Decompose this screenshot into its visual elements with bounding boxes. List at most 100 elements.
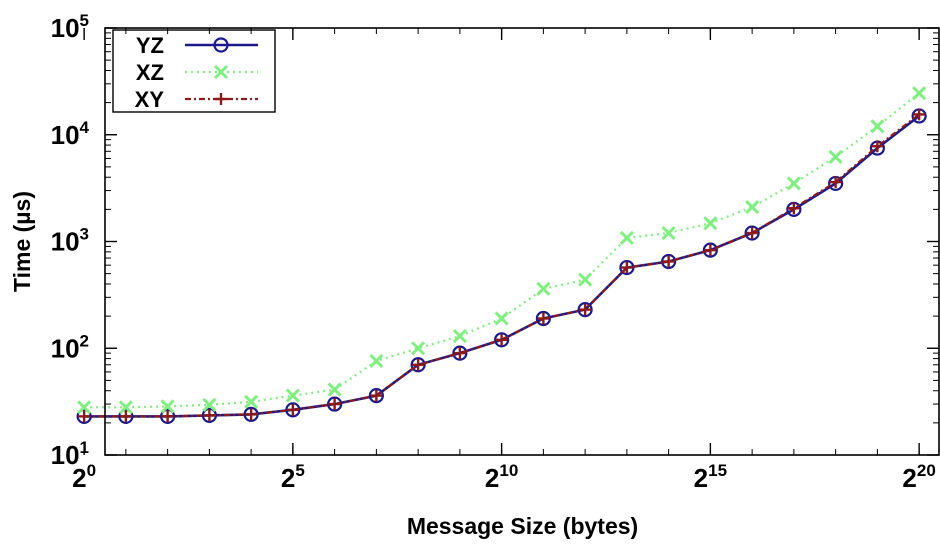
plus-marker	[620, 261, 633, 274]
x-marker	[77, 400, 92, 415]
x-marker	[285, 388, 300, 403]
plus-marker	[161, 410, 174, 423]
plus-marker	[203, 409, 216, 422]
legend-label-yz: YZ	[136, 33, 164, 58]
x-marker	[828, 149, 843, 164]
x-marker	[369, 353, 384, 369]
circle-marker	[577, 302, 593, 318]
plus-marker	[495, 333, 508, 346]
circle-marker	[744, 225, 760, 241]
circle-marker	[213, 37, 229, 53]
series-yz	[76, 108, 927, 424]
x-marker	[912, 86, 927, 101]
x-marker-stroke	[202, 397, 217, 412]
plus-marker	[119, 410, 132, 423]
circle-marker	[160, 408, 176, 424]
y-tick-label: 102	[51, 331, 89, 363]
legend-label-xz: XZ	[136, 60, 164, 85]
plus-marker	[215, 93, 227, 105]
y-tick-label: 103	[51, 225, 89, 257]
x-marker	[327, 382, 342, 397]
x-marker-stroke	[369, 353, 384, 369]
x-marker-stroke	[786, 176, 801, 191]
legend-box	[112, 29, 276, 113]
x-marker-stroke	[661, 225, 676, 241]
x-marker	[578, 272, 593, 287]
x-marker-stroke	[213, 64, 229, 80]
x-marker-stroke	[118, 400, 133, 415]
x-marker	[160, 399, 175, 414]
x-marker	[745, 200, 760, 215]
x-tick-label: 220	[902, 461, 935, 493]
x-marker	[213, 64, 229, 80]
plus-marker	[78, 410, 91, 423]
x-marker	[703, 216, 718, 231]
series-line-xz	[84, 92, 920, 409]
plus-marker	[913, 108, 926, 121]
x-marker-stroke	[536, 281, 551, 296]
circle-marker	[76, 408, 92, 424]
y-tick-label: 104	[51, 118, 90, 150]
y-axis-title-prefix: Time (	[9, 224, 35, 292]
plus-marker	[787, 202, 800, 215]
x-marker-stroke	[619, 230, 634, 245]
circle-marker	[535, 310, 551, 327]
x-marker-stroke	[327, 382, 342, 397]
x-marker	[411, 341, 426, 356]
y-tick-label: 105	[51, 11, 89, 43]
x-marker-stroke	[244, 394, 259, 409]
circle-marker	[368, 388, 384, 404]
x-axis-ticks: 20 25 210 215 220	[72, 28, 936, 493]
circle-marker	[327, 396, 343, 412]
x-marker	[786, 176, 801, 191]
plus-marker	[746, 227, 759, 240]
series-xz	[77, 86, 927, 415]
series-line-yz	[84, 114, 920, 418]
y-axis-ticks: 101102103104105	[51, 11, 939, 470]
plus-marker	[829, 176, 842, 189]
x-marker-stroke	[703, 216, 718, 231]
plus-marker	[662, 255, 675, 268]
plus-marker	[704, 244, 717, 257]
x-marker	[870, 119, 885, 134]
x-marker-stroke	[912, 86, 927, 101]
x-axis-title: Message Size (bytes)	[407, 513, 638, 539]
x-marker-stroke	[285, 388, 300, 403]
x-marker	[202, 397, 217, 412]
legend-label-xy: XY	[135, 87, 165, 112]
plus-marker	[328, 398, 341, 411]
circle-marker	[494, 332, 510, 348]
series-line-xy	[84, 113, 920, 418]
x-marker-stroke	[411, 341, 426, 356]
x-marker-stroke	[77, 400, 92, 415]
y-axis-title-suffix: )	[9, 191, 35, 199]
x-marker	[118, 400, 133, 415]
circle-marker	[702, 242, 718, 258]
x-tick-label: 215	[694, 461, 727, 493]
plus-marker	[370, 389, 383, 402]
circle-marker	[452, 345, 468, 361]
x-marker-stroke	[578, 272, 593, 287]
y-axis-title-unit: µs	[9, 199, 35, 225]
plus-marker	[871, 140, 884, 153]
plot-frame	[104, 27, 940, 456]
x-marker	[536, 281, 551, 296]
x-marker	[661, 225, 676, 241]
x-marker	[244, 394, 259, 409]
plus-marker	[537, 312, 550, 325]
x-marker	[452, 329, 467, 344]
y-axis-title: Time (µs)	[9, 191, 35, 292]
x-tick-label: 210	[485, 461, 518, 493]
circle-marker	[118, 408, 134, 424]
x-tick-label: 20	[72, 461, 96, 493]
x-tick-label: 25	[281, 461, 305, 493]
plus-marker	[453, 347, 466, 360]
x-marker-stroke	[494, 311, 509, 326]
series-xy	[78, 108, 926, 423]
x-marker-stroke	[160, 399, 175, 414]
x-marker-stroke	[828, 149, 843, 164]
x-marker-stroke	[870, 119, 885, 134]
series-layer	[76, 86, 927, 424]
